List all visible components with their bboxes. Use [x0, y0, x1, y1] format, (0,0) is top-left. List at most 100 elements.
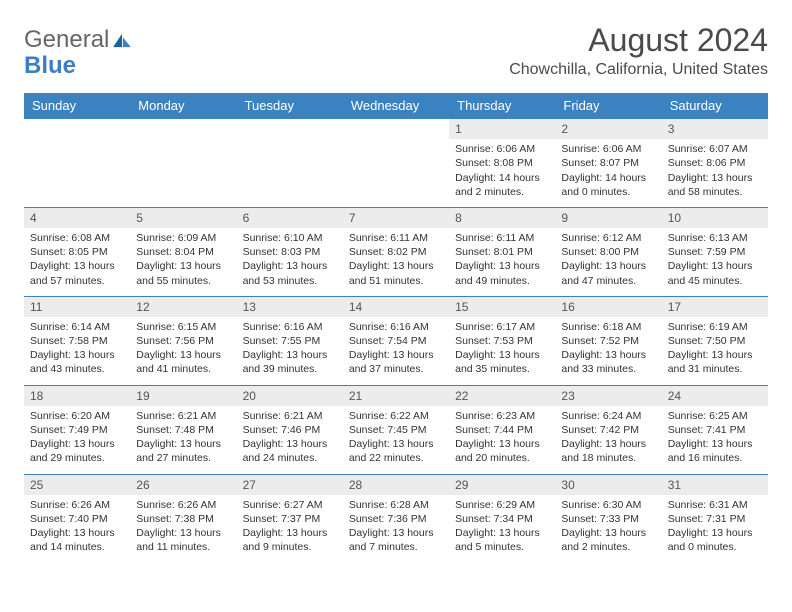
day-details: Sunrise: 6:25 AMSunset: 7:41 PMDaylight:… [662, 406, 768, 474]
sunset-text: Sunset: 7:49 PM [30, 423, 124, 437]
sunset-text: Sunset: 7:54 PM [349, 334, 443, 348]
calendar-day: 1Sunrise: 6:06 AMSunset: 8:08 PMDaylight… [449, 119, 555, 208]
logo-sail-icon [111, 32, 133, 48]
day-details: Sunrise: 6:13 AMSunset: 7:59 PMDaylight:… [662, 228, 768, 296]
sunrise-text: Sunrise: 6:19 AM [668, 320, 762, 334]
calendar-day: 25Sunrise: 6:26 AMSunset: 7:40 PMDayligh… [24, 474, 130, 562]
day-number: 28 [343, 475, 449, 495]
sunset-text: Sunset: 7:55 PM [243, 334, 337, 348]
day-number: 31 [662, 475, 768, 495]
daylight-text: Daylight: 13 hours and 57 minutes. [30, 259, 124, 287]
sunset-text: Sunset: 8:00 PM [561, 245, 655, 259]
sunset-text: Sunset: 7:33 PM [561, 512, 655, 526]
calendar-day: 16Sunrise: 6:18 AMSunset: 7:52 PMDayligh… [555, 296, 661, 385]
sunset-text: Sunset: 7:38 PM [136, 512, 230, 526]
day-number: 12 [130, 297, 236, 317]
sunset-text: Sunset: 7:37 PM [243, 512, 337, 526]
daylight-text: Daylight: 13 hours and 22 minutes. [349, 437, 443, 465]
day-details: Sunrise: 6:15 AMSunset: 7:56 PMDaylight:… [130, 317, 236, 385]
day-number: 24 [662, 386, 768, 406]
daylight-text: Daylight: 13 hours and 39 minutes. [243, 348, 337, 376]
day-details: Sunrise: 6:06 AMSunset: 8:07 PMDaylight:… [555, 139, 661, 207]
daylight-text: Daylight: 13 hours and 53 minutes. [243, 259, 337, 287]
day-details: Sunrise: 6:10 AMSunset: 8:03 PMDaylight:… [237, 228, 343, 296]
day-details: Sunrise: 6:09 AMSunset: 8:04 PMDaylight:… [130, 228, 236, 296]
sunrise-text: Sunrise: 6:21 AM [136, 409, 230, 423]
calendar-day: 26Sunrise: 6:26 AMSunset: 7:38 PMDayligh… [130, 474, 236, 562]
sunrise-text: Sunrise: 6:21 AM [243, 409, 337, 423]
day-number: 5 [130, 208, 236, 228]
day-number: 16 [555, 297, 661, 317]
sunset-text: Sunset: 7:41 PM [668, 423, 762, 437]
calendar-day: 11Sunrise: 6:14 AMSunset: 7:58 PMDayligh… [24, 296, 130, 385]
day-number: 8 [449, 208, 555, 228]
sunset-text: Sunset: 7:34 PM [455, 512, 549, 526]
calendar-day: 27Sunrise: 6:27 AMSunset: 7:37 PMDayligh… [237, 474, 343, 562]
sunrise-text: Sunrise: 6:27 AM [243, 498, 337, 512]
day-number: 3 [662, 119, 768, 139]
daylight-text: Daylight: 13 hours and 47 minutes. [561, 259, 655, 287]
day-details [237, 123, 343, 134]
sunrise-text: Sunrise: 6:12 AM [561, 231, 655, 245]
daylight-text: Daylight: 13 hours and 41 minutes. [136, 348, 230, 376]
daylight-text: Daylight: 13 hours and 58 minutes. [668, 171, 762, 199]
brand-logo: GeneralBlue [24, 22, 133, 78]
daylight-text: Daylight: 13 hours and 27 minutes. [136, 437, 230, 465]
calendar-week: 1 Sunrise: 6:06 AMSunset: 8:08 PM Daylight… [24, 119, 768, 208]
calendar-day [237, 119, 343, 208]
sunrise-text: Sunrise: 6:08 AM [30, 231, 124, 245]
calendar-day: 28Sunrise: 6:28 AMSunset: 7:36 PMDayligh… [343, 474, 449, 562]
day-number: 7 [343, 208, 449, 228]
sunrise-text: Sunrise: 6:25 AM [668, 409, 762, 423]
calendar-head: SundayMondayTuesdayWednesdayThursdayFrid… [24, 93, 768, 119]
calendar-week: 11Sunrise: 6:14 AMSunset: 7:58 PMDayligh… [24, 296, 768, 385]
sunset-text: Sunset: 7:36 PM [349, 512, 443, 526]
sunset-text: Sunset: 8:01 PM [455, 245, 549, 259]
sunset-text: Sunset: 7:46 PM [243, 423, 337, 437]
daylight-text: Daylight: 13 hours and 45 minutes. [668, 259, 762, 287]
day-details: Sunrise: 6:11 AMSunset: 8:02 PMDaylight:… [343, 228, 449, 296]
day-number: 30 [555, 475, 661, 495]
sunset-text: Sunset: 7:52 PM [561, 334, 655, 348]
sunrise-text: Sunrise: 6:30 AM [561, 498, 655, 512]
calendar-day: 18Sunrise: 6:20 AMSunset: 7:49 PMDayligh… [24, 385, 130, 474]
day-details: Sunrise: 6:26 AMSunset: 7:38 PMDaylight:… [130, 495, 236, 563]
sunset-text: Sunset: 7:59 PM [668, 245, 762, 259]
calendar-table: SundayMondayTuesdayWednesdayThursdayFrid… [24, 93, 768, 562]
day-details: Sunrise: 6:18 AMSunset: 7:52 PMDaylight:… [555, 317, 661, 385]
calendar-day: 21Sunrise: 6:22 AMSunset: 7:45 PMDayligh… [343, 385, 449, 474]
calendar-day: 12Sunrise: 6:15 AMSunset: 7:56 PMDayligh… [130, 296, 236, 385]
sunrise-text: Sunrise: 6:09 AM [136, 231, 230, 245]
sunset-text: Sunset: 7:48 PM [136, 423, 230, 437]
daylight-text: Daylight: 13 hours and 5 minutes. [455, 526, 549, 554]
day-number: 11 [24, 297, 130, 317]
sunset-text: Sunset: 8:05 PM [30, 245, 124, 259]
day-details: Sunrise: 6:31 AMSunset: 7:31 PMDaylight:… [662, 495, 768, 563]
calendar-day: 10Sunrise: 6:13 AMSunset: 7:59 PMDayligh… [662, 207, 768, 296]
calendar-week: 25Sunrise: 6:26 AMSunset: 7:40 PMDayligh… [24, 474, 768, 562]
day-details: Sunrise: 6:14 AMSunset: 7:58 PMDaylight:… [24, 317, 130, 385]
daylight-text: Daylight: 13 hours and 7 minutes. [349, 526, 443, 554]
sunrise-text: Sunrise: 6:29 AM [455, 498, 549, 512]
day-details: Sunrise: 6:08 AMSunset: 8:05 PMDaylight:… [24, 228, 130, 296]
sunset-text: Sunset: 8:08 PM [455, 156, 549, 170]
day-details: Sunrise: 6:17 AMSunset: 7:53 PMDaylight:… [449, 317, 555, 385]
daylight-text: Daylight: 13 hours and 0 minutes. [668, 526, 762, 554]
brand-part2: Blue [24, 54, 76, 78]
day-details [343, 123, 449, 134]
day-number: 19 [130, 386, 236, 406]
day-details: Sunrise: 6:29 AMSunset: 7:34 PMDaylight:… [449, 495, 555, 563]
sunset-text: Sunset: 8:07 PM [561, 156, 655, 170]
location-text: Chowchilla, California, United States [509, 61, 768, 79]
calendar-day: 8Sunrise: 6:11 AMSunset: 8:01 PMDaylight… [449, 207, 555, 296]
sunrise-text: Sunrise: 6:24 AM [561, 409, 655, 423]
day-number: 1 [449, 119, 555, 139]
sunrise-text: Sunrise: 6:06 AM [455, 142, 549, 156]
day-details: Sunrise: 6:11 AMSunset: 8:01 PMDaylight:… [449, 228, 555, 296]
day-number: 27 [237, 475, 343, 495]
sunrise-text: Sunrise: 6:31 AM [668, 498, 762, 512]
sunset-text: Sunset: 8:03 PM [243, 245, 337, 259]
daylight-text: Daylight: 13 hours and 20 minutes. [455, 437, 549, 465]
sunset-text: Sunset: 7:45 PM [349, 423, 443, 437]
calendar-day: 3Sunrise: 6:07 AMSunset: 8:06 PMDaylight… [662, 119, 768, 208]
